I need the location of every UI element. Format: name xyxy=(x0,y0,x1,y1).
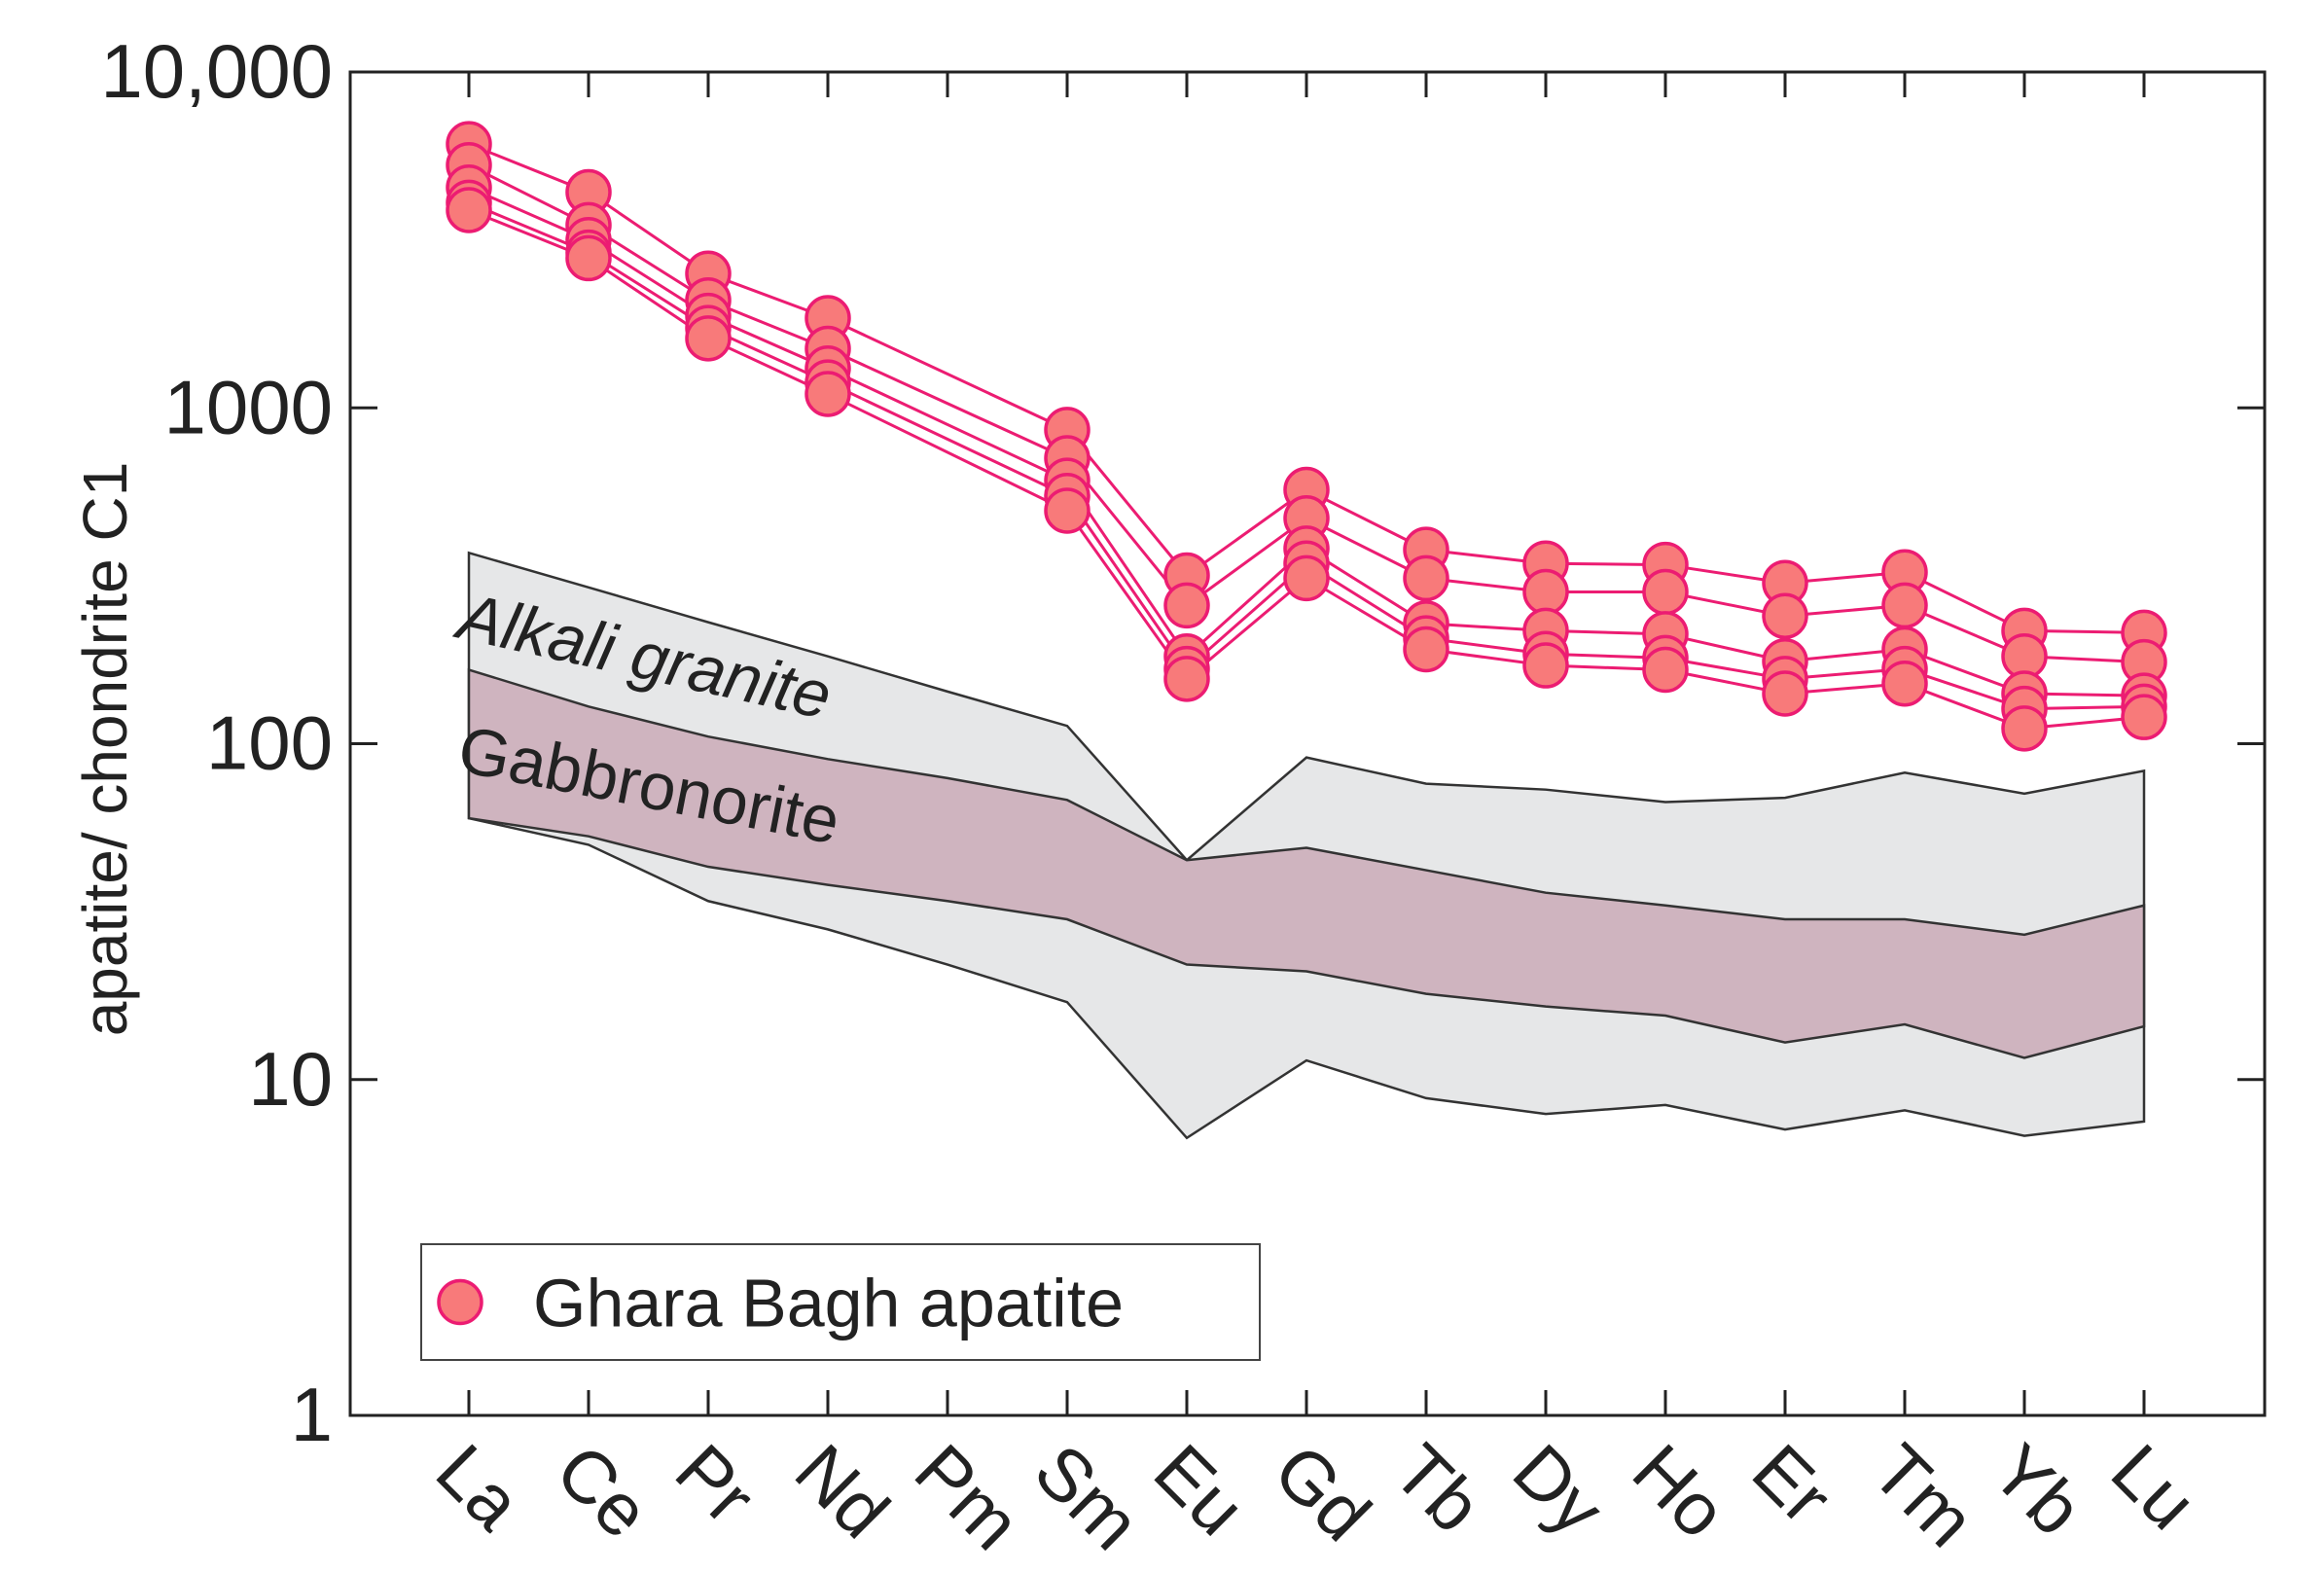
data-point xyxy=(1881,660,1928,707)
legend-marker xyxy=(437,1278,483,1326)
data-point xyxy=(2121,694,2167,740)
series-line xyxy=(827,392,1068,513)
data-point xyxy=(1403,554,1449,602)
data-point xyxy=(1403,626,1449,673)
series-line xyxy=(1186,488,1307,577)
y-tick-label: 1000 xyxy=(163,364,333,449)
data-point xyxy=(804,371,851,417)
series-line xyxy=(827,316,1068,432)
series-line xyxy=(1065,494,1189,670)
legend-label: Ghara Bagh apatite xyxy=(533,1266,1124,1341)
series-line xyxy=(588,191,709,275)
x-tick-label: Ce xyxy=(540,1429,665,1555)
x-tick-label: Pr xyxy=(660,1429,770,1540)
y-tick-label: 1 xyxy=(291,1372,333,1457)
series-line xyxy=(1186,517,1307,607)
series-line xyxy=(827,380,1068,498)
y-tick-label: 100 xyxy=(206,700,333,786)
series-line xyxy=(827,367,1068,483)
x-tick-label: Er xyxy=(1736,1429,1847,1540)
x-tick-label: Tb xyxy=(1377,1429,1497,1549)
x-tick-label: Lu xyxy=(2095,1429,2212,1546)
data-point xyxy=(1283,554,1330,602)
x-tick-label: Gd xyxy=(1258,1429,1386,1557)
data-point xyxy=(1163,582,1210,629)
x-tick-label: Eu xyxy=(1138,1429,1261,1552)
data-point xyxy=(446,187,492,233)
series-line xyxy=(827,347,1068,460)
x-tick-label: Nd xyxy=(779,1429,905,1555)
y-tick-label: 10,000 xyxy=(100,28,333,114)
x-tick-label: Pm xyxy=(899,1429,1036,1566)
x-tick-label: La xyxy=(420,1429,537,1546)
x-tick-label: Dy xyxy=(1497,1429,1620,1552)
data-point xyxy=(1642,646,1689,694)
y-tick-label: 10 xyxy=(248,1036,333,1122)
data-point xyxy=(2001,705,2048,752)
x-tick-label: Ho xyxy=(1617,1429,1742,1555)
legend-box xyxy=(420,1243,1261,1361)
data-point xyxy=(1163,656,1210,702)
y-axis-label: apatite/ chondrite C1 xyxy=(70,462,140,1037)
data-point xyxy=(1762,670,1808,717)
band xyxy=(467,667,2146,1059)
data-point xyxy=(1044,487,1090,534)
data-point xyxy=(685,315,732,362)
data-point xyxy=(1762,592,1808,639)
x-tick-label: Sm xyxy=(1019,1429,1156,1566)
data-point xyxy=(1881,582,1928,629)
data-point xyxy=(1522,642,1569,689)
data-point xyxy=(1522,568,1569,616)
data-point xyxy=(565,234,612,282)
x-tick-label: Tm xyxy=(1856,1429,1990,1563)
x-tick-label: Yb xyxy=(1976,1429,2098,1552)
data-point xyxy=(1642,568,1689,616)
